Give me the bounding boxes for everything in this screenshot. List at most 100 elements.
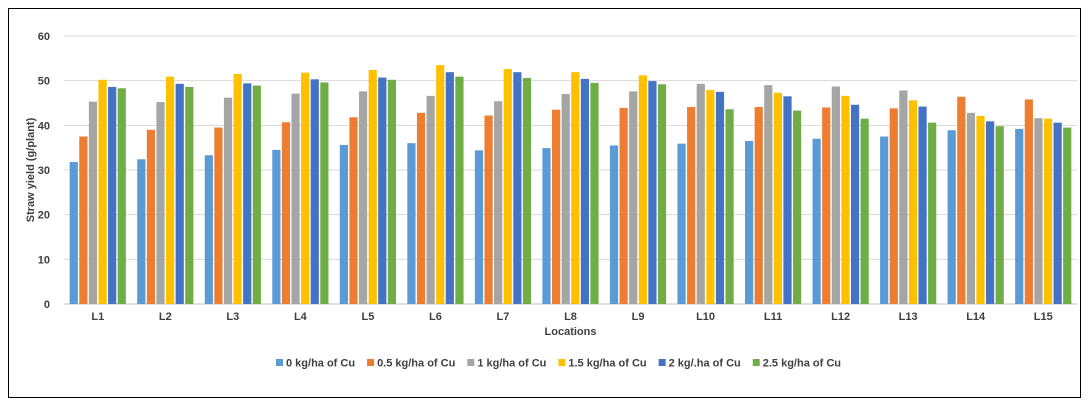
- x-tick-label: L3: [226, 311, 239, 323]
- bar: [79, 136, 88, 304]
- x-tick-label: L1: [91, 311, 104, 323]
- x-tick-label: L13: [899, 311, 918, 323]
- x-tick-label: L2: [159, 311, 172, 323]
- bar: [98, 79, 107, 304]
- legend-label: 1 kg/ha of Cu: [477, 358, 546, 370]
- gridlines: [64, 35, 1077, 305]
- y-tick-label: 60: [38, 31, 50, 43]
- legend-swatch: [752, 359, 760, 366]
- bar: [349, 117, 358, 304]
- bars: [69, 65, 1072, 305]
- legend-item: 1.5 kg/ha of Cu: [558, 358, 647, 370]
- bar: [1034, 118, 1043, 304]
- bar: [580, 78, 589, 304]
- bar: [957, 96, 966, 304]
- legend-swatch: [276, 359, 283, 366]
- bar: [850, 104, 860, 304]
- bar: [609, 145, 619, 304]
- bar: [966, 112, 975, 305]
- bar: [436, 65, 445, 305]
- bar: [455, 76, 464, 304]
- bar: [822, 107, 831, 304]
- bar: [715, 91, 725, 304]
- legend-item: 1 kg/ha of Cu: [467, 358, 546, 370]
- bar: [764, 85, 773, 304]
- bar: [416, 112, 426, 305]
- bar: [291, 93, 300, 305]
- bar: [899, 90, 908, 304]
- bar: [783, 96, 792, 304]
- bar: [204, 155, 213, 304]
- bar: [69, 161, 78, 304]
- y-tick-label: 20: [38, 210, 50, 222]
- legend-item: 2 kg/.ha of Cu: [658, 358, 741, 370]
- bar: [773, 92, 782, 304]
- legend-label: 2 kg/.ha of Cu: [669, 358, 741, 370]
- x-tick-label: L5: [361, 311, 374, 323]
- bar: [571, 72, 580, 305]
- x-tick-label: L11: [764, 311, 782, 323]
- y-tick-label: 10: [38, 254, 50, 266]
- bar: [542, 148, 551, 304]
- bar: [812, 138, 821, 304]
- bar: [272, 149, 281, 304]
- bar: [484, 115, 493, 304]
- bar: [918, 106, 927, 304]
- bar: [214, 127, 223, 304]
- bar: [108, 86, 117, 304]
- x-tick-label: L6: [429, 311, 442, 323]
- bar: [793, 110, 802, 305]
- bar: [445, 72, 454, 305]
- legend-swatch: [558, 359, 566, 366]
- y-tick-label: 30: [38, 165, 50, 177]
- bar: [185, 86, 194, 304]
- legend-item: 0.5 kg/ha of Cu: [367, 358, 455, 370]
- bar: [648, 81, 657, 304]
- legend-label: 2.5 kg/ha of Cu: [763, 358, 841, 370]
- bar: [561, 94, 570, 304]
- bar: [590, 82, 599, 305]
- bar: [513, 72, 522, 305]
- bar: [243, 83, 252, 304]
- bar: [359, 91, 368, 305]
- legend-swatch: [658, 359, 666, 366]
- x-tick-label: L9: [632, 311, 645, 323]
- bar: [908, 100, 918, 304]
- bar: [928, 122, 937, 304]
- bar: [629, 91, 638, 305]
- bar: [1043, 118, 1053, 304]
- bar: [706, 90, 715, 305]
- y-tick-label: 40: [38, 120, 50, 132]
- y-tick-label: 50: [38, 76, 50, 88]
- legend-item: 2.5 kg/ha of Cu: [752, 358, 841, 370]
- bar: [223, 97, 233, 304]
- bar: [986, 121, 995, 305]
- bar: [1024, 99, 1033, 304]
- bar: [166, 76, 175, 304]
- bar: [745, 140, 754, 304]
- bar: [156, 102, 165, 305]
- bar: [831, 86, 840, 305]
- x-tick-label: L10: [696, 311, 715, 323]
- bar: [301, 72, 310, 304]
- x-tick-label: L7: [497, 311, 510, 323]
- bar: [1053, 122, 1062, 304]
- bar: [1063, 127, 1072, 304]
- bar: [754, 107, 763, 305]
- bar: [339, 144, 348, 304]
- bar: [117, 88, 126, 304]
- y-tick-label: 0: [44, 299, 50, 311]
- legend-swatch: [367, 359, 375, 366]
- legend-label: 0 kg/ha of Cu: [286, 358, 355, 370]
- bar: [860, 118, 869, 304]
- bar: [407, 143, 416, 304]
- x-tick-label: L8: [564, 311, 577, 323]
- legend-swatch: [467, 359, 475, 366]
- bar: [378, 77, 387, 304]
- bar: [947, 130, 956, 304]
- bar: [619, 107, 628, 304]
- bar: [841, 95, 850, 304]
- bar: [687, 107, 696, 305]
- legend: 0 kg/ha of Cu 0.5 kg/ha of Cu 1 kg/ha of C…: [276, 358, 841, 370]
